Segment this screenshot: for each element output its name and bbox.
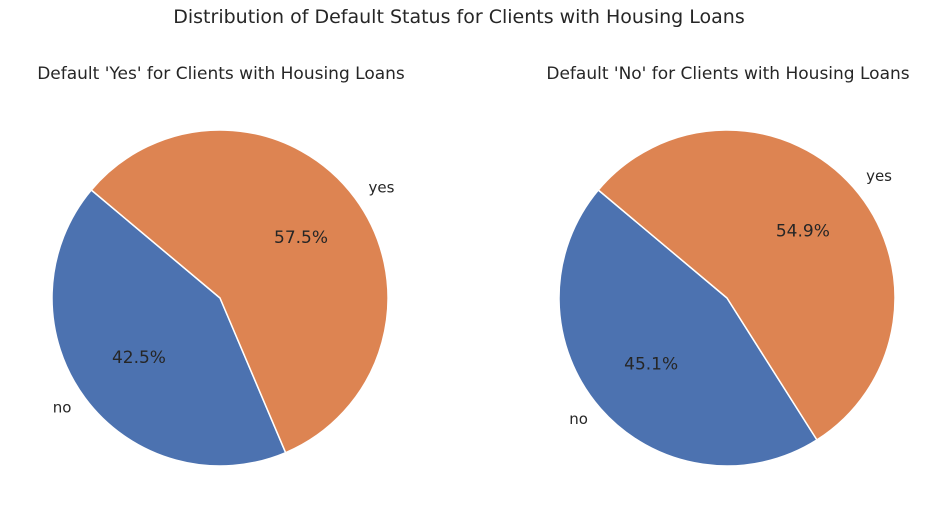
pie-right-plot: no 45.1% yes 54.9% [558, 129, 896, 467]
chart-title-right: Default 'No' for Clients with Housing Lo… [546, 64, 909, 84]
pie-right-slice-yes [597, 129, 896, 441]
pie-right-pct-yes: 54.9% [776, 222, 830, 242]
pie-chart-right: Default 'No' for Clients with Housing Lo… [546, 64, 910, 467]
figure-title: Distribution of Default Status for Clien… [173, 6, 744, 28]
pie-left-slice-no [51, 189, 287, 467]
pie-left-plot: no 42.5% yes 57.5% [51, 129, 395, 467]
pie-left-label-no: no [53, 398, 72, 416]
pie-left-slice-yes [90, 129, 389, 454]
chart-title-left: Default 'Yes' for Clients with Housing L… [37, 64, 405, 84]
pie-right-label-no: no [569, 410, 588, 428]
pie-left-pct-yes: 57.5% [274, 228, 328, 248]
pie-left-label-yes: yes [369, 179, 395, 197]
pie-right-slice-no [558, 189, 818, 467]
pie-right-pct-no: 45.1% [624, 354, 678, 374]
pie-chart-left: Default 'Yes' for Clients with Housing L… [37, 64, 405, 467]
pie-left-pct-no: 42.5% [112, 348, 166, 368]
pie-right-label-yes: yes [866, 167, 892, 185]
